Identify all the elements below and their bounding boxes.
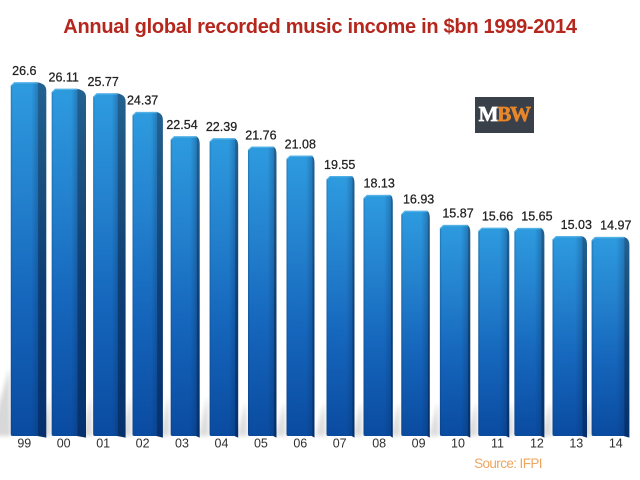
svg-text:02: 02 (136, 437, 150, 451)
svg-text:03: 03 (175, 437, 189, 451)
svg-text:26.6: 26.6 (12, 64, 36, 78)
svg-text:12: 12 (530, 437, 544, 451)
svg-text:26.11: 26.11 (49, 71, 79, 85)
svg-text:10: 10 (451, 437, 465, 451)
svg-text:25.77: 25.77 (88, 75, 119, 89)
svg-text:15.87: 15.87 (442, 207, 473, 221)
svg-text:16.93: 16.93 (403, 193, 434, 207)
svg-text:14: 14 (609, 437, 623, 451)
svg-text:15.65: 15.65 (521, 210, 552, 224)
svg-text:21.08: 21.08 (285, 137, 316, 151)
svg-text:07: 07 (333, 437, 347, 451)
svg-text:15.03: 15.03 (561, 218, 592, 232)
svg-text:08: 08 (372, 437, 386, 451)
svg-text:19.55: 19.55 (324, 158, 355, 172)
svg-text:01: 01 (96, 437, 110, 451)
svg-text:99: 99 (17, 437, 31, 451)
svg-text:13: 13 (569, 437, 583, 451)
svg-text:14.97: 14.97 (600, 219, 631, 233)
svg-text:11: 11 (491, 437, 504, 451)
svg-text:06: 06 (293, 437, 307, 451)
svg-text:05: 05 (254, 437, 268, 451)
svg-text:18.13: 18.13 (364, 177, 395, 191)
svg-text:00: 00 (57, 437, 71, 451)
svg-text:22.54: 22.54 (166, 118, 197, 132)
svg-text:15.66: 15.66 (482, 210, 513, 224)
svg-text:24.37: 24.37 (127, 94, 158, 108)
svg-text:04: 04 (215, 437, 229, 451)
svg-text:21.76: 21.76 (245, 128, 276, 142)
svg-text:22.39: 22.39 (206, 120, 237, 134)
svg-text:09: 09 (412, 437, 426, 451)
